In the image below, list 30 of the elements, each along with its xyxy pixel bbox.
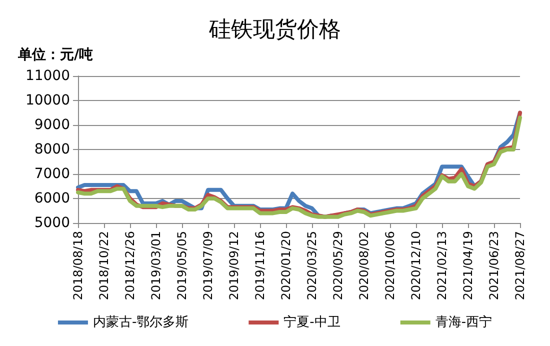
x-tick-label: 2018/08/18 xyxy=(71,231,85,300)
x-tick-label: 2020/03/25 xyxy=(305,231,319,300)
x-tick-label: 2020/05/29 xyxy=(331,231,345,300)
y-tick-label: 10000 xyxy=(25,92,70,108)
x-tick-label: 2018/10/22 xyxy=(97,231,111,300)
x-tick-label: 2018/12/26 xyxy=(123,231,137,300)
y-tick-label: 7000 xyxy=(34,166,70,182)
x-tick-label: 2020/12/10 xyxy=(409,231,423,300)
x-tick-label: 2021/06/23 xyxy=(487,231,501,300)
x-tick-label: 2021/04/19 xyxy=(461,231,475,300)
y-tick-label: 6000 xyxy=(34,190,70,206)
legend-label: 青海-西宁 xyxy=(435,314,492,330)
x-tick-label: 2019/09/12 xyxy=(227,231,241,300)
x-tick-label: 2019/11/16 xyxy=(253,231,267,300)
y-axis-title: 单位：元/吨 xyxy=(17,47,94,63)
x-tick-label: 2020/01/20 xyxy=(279,231,293,300)
y-tick-label: 8000 xyxy=(34,142,70,158)
legend-label: 内蒙古-鄂尔多斯 xyxy=(92,315,189,330)
x-tick-label: 2021/02/13 xyxy=(435,231,449,300)
x-tick-label: 2019/03/01 xyxy=(149,231,163,300)
chart-title: 硅铁现货价格 xyxy=(208,18,341,42)
y-tick-label: 9000 xyxy=(34,117,70,133)
x-tick-label: 2020/10/06 xyxy=(383,231,397,300)
x-tick-label: 2020/08/02 xyxy=(357,231,371,300)
legend-label: 宁夏-中卫 xyxy=(284,314,340,330)
y-tick-label: 5000 xyxy=(34,215,70,231)
x-tick-label: 2019/05/05 xyxy=(175,231,189,300)
x-tick-label: 2019/07/09 xyxy=(201,231,215,300)
y-tick-label: 11000 xyxy=(25,68,70,84)
x-tick-label: 2021/08/27 xyxy=(513,231,527,300)
